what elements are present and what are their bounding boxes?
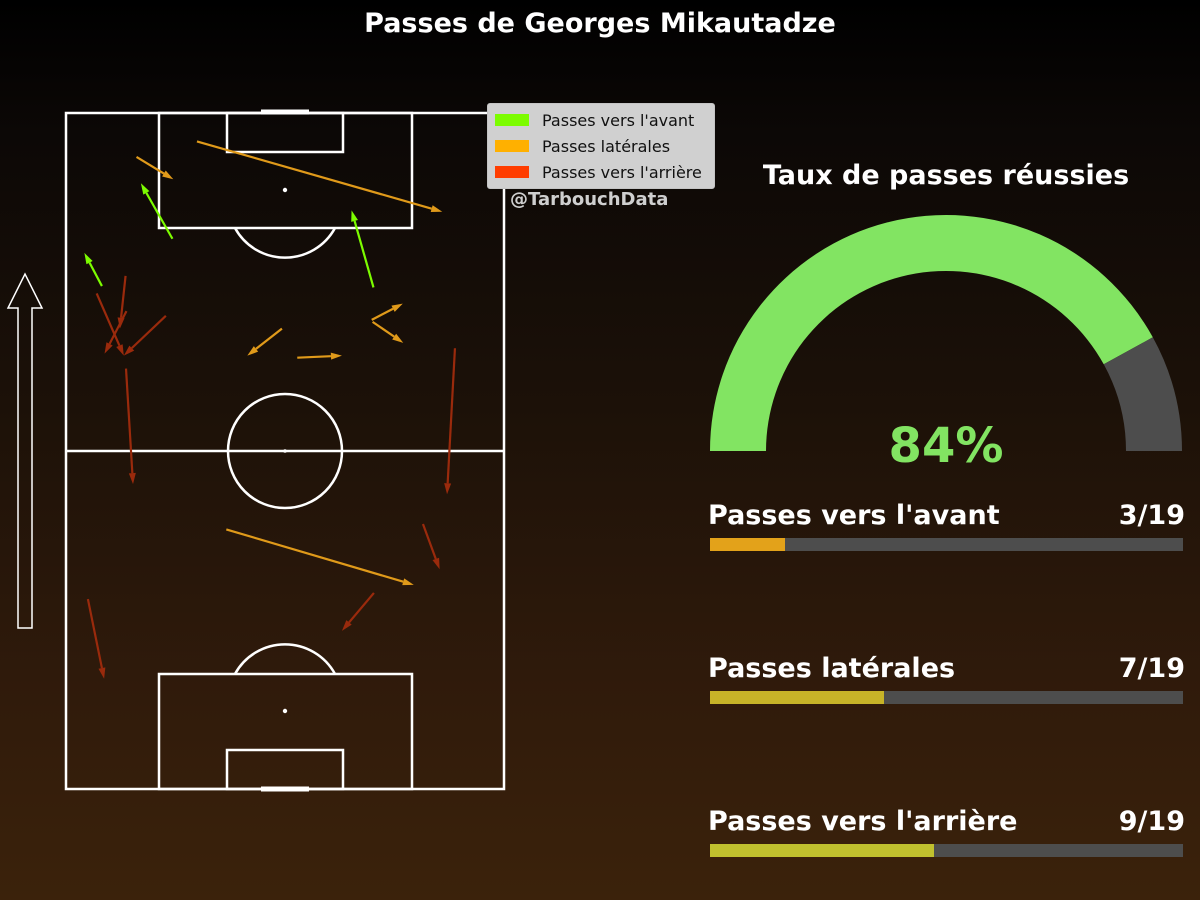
pass-line-backward [131,315,167,349]
pass-map [6,109,457,792]
pass-line-lateral [135,155,165,175]
pass-arrowhead-lateral [430,205,443,213]
pass-line-lateral [255,327,283,350]
pass-arrow-backward [86,598,106,679]
credit-watermark: @TarbouchData [510,189,669,210]
pass-arrow-lateral [196,140,443,213]
legend-label-backward: Passes vers l'arrière [542,162,702,182]
page-title: Passes de Georges Mikautadze [364,8,836,39]
pass-arrowhead-forward [84,252,93,265]
pass-line-lateral [371,320,395,338]
pass-arrowhead-lateral [247,346,259,356]
pass-arrowhead-backward [123,345,135,356]
pitch-goals [261,109,309,792]
pass-arrow-backward [95,293,124,356]
pass-arrowhead-forward [351,210,358,222]
pass-arrow-lateral [371,303,403,321]
pass-arrow-backward [104,310,128,354]
gauge-remaining-arc [1103,337,1182,451]
pass-line-backward [348,592,375,624]
stat-bar-fill-forward [710,538,785,551]
pass-arrow-backward [123,315,167,356]
bottom-penalty-box [157,672,414,791]
pass-arrow-lateral [247,327,283,356]
pass-success-gauge [710,214,1182,451]
stat-bar-track-lateral [710,691,1183,704]
legend-item-lateral: Passes latérales [495,135,670,157]
stat-count-backward: 9/19 [1118,806,1185,837]
pass-arrow-forward [84,252,103,287]
pass-arrow-lateral [135,155,174,180]
legend-swatch-lateral [495,140,529,152]
pass-line-lateral [371,307,394,321]
pass-line-backward [446,348,457,484]
pass-arrowhead-forward [140,183,150,195]
pass-arrowhead-lateral [391,303,403,312]
pass-arrowhead-backward [341,620,352,631]
stat-count-forward: 3/19 [1118,500,1185,531]
pass-arrowhead-lateral [402,578,414,586]
legend-swatch-backward [495,166,529,178]
stat-count-lateral: 7/19 [1118,653,1185,684]
pass-arrow-forward [351,210,375,288]
gauge-title: Taux de passes réussies [762,160,1130,191]
pass-arrow-forward [140,183,174,240]
gauge-success-arc [710,214,1153,451]
pass-line-backward [119,275,127,318]
pass-arrowhead-backward [128,472,136,485]
top-penalty-spot [282,187,288,193]
bottom-six-yard-box [225,748,345,791]
center-spot [283,449,287,453]
legend-swatch-forward [495,114,529,126]
pass-line-lateral [196,140,432,210]
top-six-yard-box [225,111,345,154]
pass-arrow-backward [444,348,457,495]
stat-label-forward: Passes vers l'avant [708,500,1000,531]
stat-label-backward: Passes vers l'arrière [708,806,1018,837]
pass-arrow-lateral [371,320,404,343]
top-penalty-arc [233,227,337,259]
top-penalty-box [157,111,414,230]
stat-bar-track-forward [710,538,1183,551]
pass-arrowhead-backward [116,344,124,356]
pass-line-forward [353,220,375,288]
pass-line-backward [108,310,128,345]
stat-bar-fill-backward [710,844,935,857]
pass-arrowhead-backward [432,557,440,570]
pass-arrow-backward [341,592,375,631]
pass-arrowhead-backward [104,342,113,354]
legend-item-forward: Passes vers l'avant [495,109,694,131]
pass-arrowhead-lateral [392,333,404,343]
pass-line-backward [86,598,103,669]
gauge-percentage: 84% [888,418,1004,474]
pass-arrow-lateral [225,528,414,586]
pass-arrow-backward [124,368,136,485]
pass-line-backward [124,368,134,474]
bottom-penalty-spot [282,708,288,714]
pass-line-forward [145,192,174,240]
up-arrow-icon [6,272,44,629]
pass-arrow-lateral [297,352,342,360]
legend-label-lateral: Passes latérales [542,136,671,156]
legend-label-forward: Passes vers l'avant [542,110,695,130]
pass-line-backward [421,523,437,560]
stat-bar-track-backward [710,844,1183,857]
pass-arrowhead-backward [444,483,452,495]
pitch-spots [282,187,288,714]
stat-bar-fill-lateral [710,691,885,704]
pass-arrows [84,140,457,679]
pass-arrowhead-backward [98,667,106,679]
stat-label-lateral: Passes latérales [708,653,956,684]
pass-line-lateral [297,355,332,359]
center-circle [226,392,344,510]
pass-line-forward [88,262,103,287]
pass-arrow-backward [421,523,440,570]
bottom-penalty-arc [233,643,337,675]
legend-item-backward: Passes vers l'arrière [495,161,702,183]
pass-line-backward [95,293,121,347]
pass-arrowhead-lateral [330,352,342,360]
pass-arrowhead-lateral [162,170,174,180]
legend: Passes vers l'avant Passes latérales Pas… [487,103,715,189]
pass-line-lateral [225,528,404,583]
